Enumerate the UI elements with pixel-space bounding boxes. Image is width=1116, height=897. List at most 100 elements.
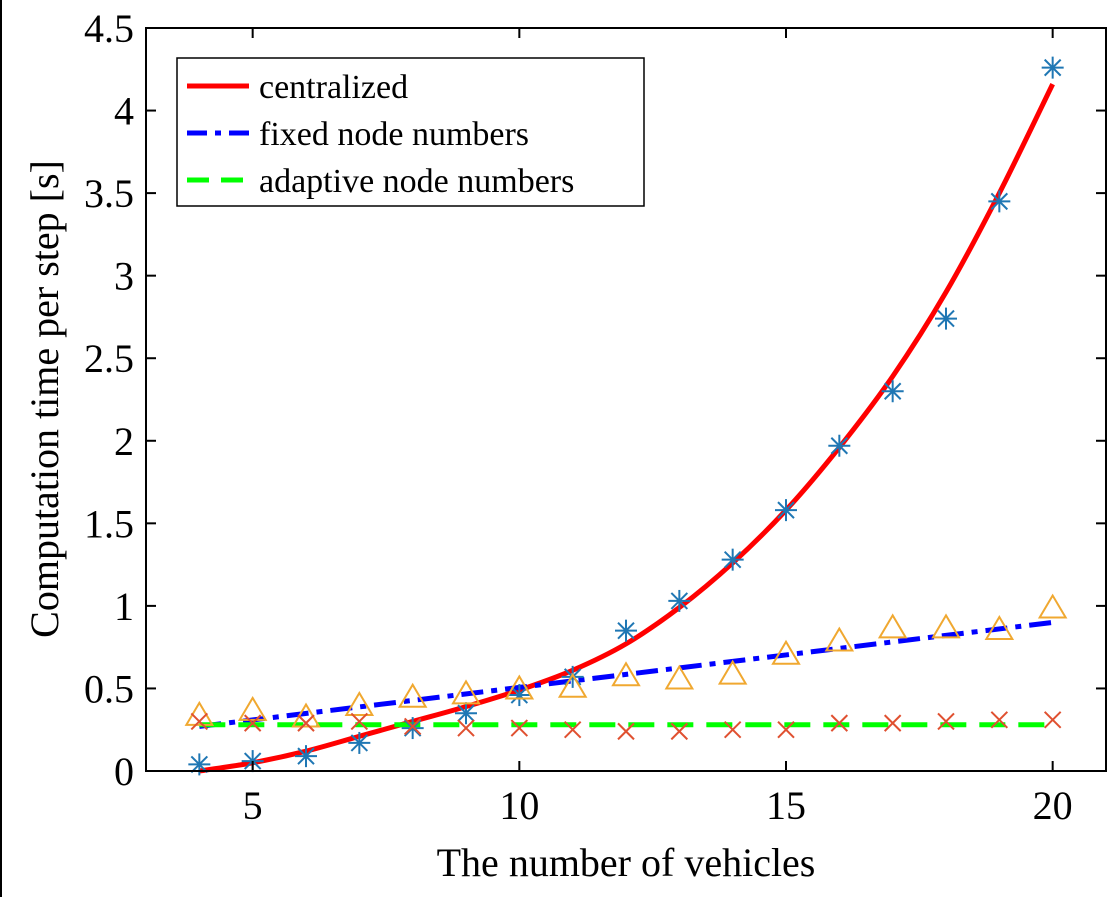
- marker-stroke: [617, 722, 635, 741]
- asterisk-marker: [508, 684, 531, 707]
- asterisk-marker: [775, 499, 797, 522]
- triangle-marker: [984, 615, 1015, 641]
- x-tick-label: 5: [243, 783, 263, 828]
- y-tick-label: 1.5: [84, 501, 134, 546]
- marker-stroke: [830, 437, 849, 455]
- y-tick-label: 4: [114, 89, 134, 134]
- legend-label: centralized: [259, 69, 408, 106]
- x-marker: [297, 714, 315, 732]
- y-axis-label: Computation time per step [s]: [22, 160, 67, 638]
- marker-stroke: [297, 714, 315, 732]
- x-marker: [403, 717, 422, 736]
- axes-box: [145, 27, 1107, 772]
- x-tick-label: 15: [766, 783, 806, 828]
- triangle-marker: [717, 659, 748, 685]
- asterisk-marker: [295, 745, 317, 768]
- marker-stroke: [563, 721, 582, 739]
- x-marker: [243, 714, 262, 732]
- legend: centralized fixed node numbers adaptive no…: [176, 57, 645, 207]
- marker-shape: [557, 672, 588, 698]
- y-tick-label: 3: [114, 254, 134, 299]
- x-marker: [563, 721, 582, 739]
- x-marker: [777, 721, 795, 739]
- triangle-marker: [931, 613, 961, 639]
- marker-shape: [717, 659, 748, 685]
- marker-stroke: [883, 382, 902, 400]
- y-tick-label: 2: [114, 419, 134, 464]
- marker-stroke: [1043, 58, 1062, 77]
- y-tick-label: 0.5: [84, 666, 134, 711]
- marker-shape: [877, 613, 908, 639]
- asterisk-marker: [401, 717, 424, 740]
- marker-stroke: [670, 722, 689, 741]
- plot-content: [184, 56, 1068, 776]
- triangle-marker: [611, 661, 641, 687]
- asterisk-marker: [828, 434, 851, 457]
- y-tick-label: 4.5: [84, 6, 134, 51]
- marker-shape: [664, 664, 695, 690]
- legend-box: [176, 57, 645, 207]
- triangle-marker: [877, 613, 908, 639]
- marker-stroke: [723, 550, 742, 569]
- asterisk-marker: [881, 380, 904, 403]
- triangle-marker: [344, 690, 375, 716]
- asterisk-marker: [668, 589, 691, 612]
- marker-shape: [504, 674, 535, 700]
- asterisk-marker: [1041, 56, 1064, 79]
- x-marker: [1043, 711, 1062, 729]
- marker-shape: [984, 615, 1015, 641]
- x-marker: [883, 714, 902, 732]
- marker-stroke: [510, 719, 529, 737]
- marker-stroke: [510, 686, 529, 704]
- marker-shape: [344, 690, 375, 716]
- x-marker: [937, 712, 955, 731]
- marker-stroke: [1043, 711, 1062, 729]
- series-line-1: [199, 619, 1053, 729]
- marker-stroke: [990, 192, 1009, 211]
- x-marker: [723, 721, 742, 739]
- x-marker: [990, 711, 1009, 729]
- y-tick-label: 1: [114, 584, 134, 629]
- x-axis-label: The number of vehicles: [437, 840, 816, 885]
- asterisk-marker: [935, 307, 957, 330]
- x-marker: [830, 714, 849, 732]
- y-tick-label: 2.5: [84, 336, 134, 381]
- marker-shape: [451, 679, 481, 705]
- marker-stroke: [190, 755, 209, 774]
- x-marker: [617, 722, 635, 741]
- marker-stroke: [243, 714, 262, 732]
- marker-stroke: [190, 712, 209, 731]
- asterisk-marker: [615, 619, 637, 642]
- marker-stroke: [670, 592, 689, 610]
- marker-stroke: [937, 309, 955, 328]
- marker-shape: [1037, 593, 1068, 619]
- x-tick-label: 10: [499, 783, 539, 828]
- triangle-marker: [397, 682, 428, 708]
- marker-shape: [931, 613, 961, 639]
- marker-stroke: [457, 704, 475, 722]
- legend-label: fixed node numbers: [259, 116, 529, 153]
- x-marker: [457, 719, 475, 737]
- marker-stroke: [937, 712, 955, 731]
- triangle-marker: [504, 674, 535, 700]
- marker-shape: [397, 682, 428, 708]
- marker-stroke: [403, 717, 422, 736]
- asterisk-marker: [188, 753, 211, 776]
- triangle-marker: [237, 695, 268, 721]
- marker-stroke: [830, 714, 849, 732]
- triangle-marker: [1037, 593, 1068, 619]
- marker-stroke: [777, 501, 795, 519]
- legend-item: fixed node numbers: [187, 116, 529, 153]
- marker-stroke: [617, 621, 635, 640]
- asterisk-marker: [988, 190, 1011, 213]
- marker-stroke: [403, 719, 422, 737]
- x-marker: [190, 712, 209, 731]
- y-tick-label: 3.5: [84, 171, 134, 216]
- marker-shape: [611, 661, 641, 687]
- triangle-marker: [451, 679, 481, 705]
- asterisk-marker: [348, 731, 371, 754]
- x-tick-label: 20: [1033, 783, 1073, 828]
- marker-stroke: [990, 711, 1009, 729]
- triangle-marker: [771, 639, 801, 665]
